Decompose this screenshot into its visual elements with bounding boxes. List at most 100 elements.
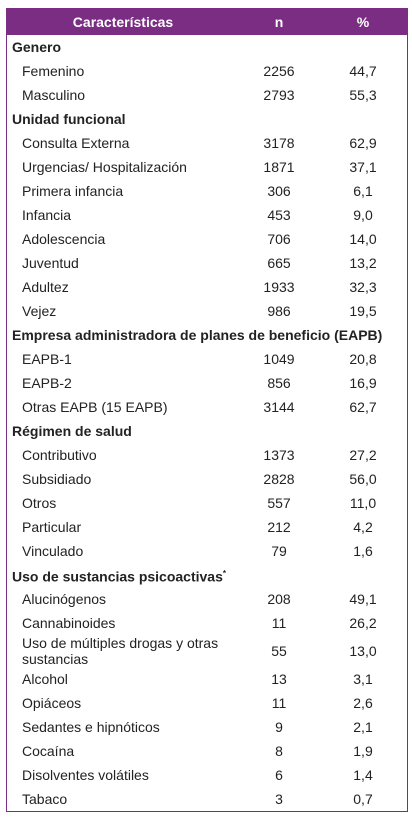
count-cell: 55	[271, 643, 287, 659]
percent-cell: 6,1	[353, 183, 373, 199]
percent-cell: 13,2	[349, 255, 377, 271]
percent-cell: 32,3	[349, 279, 377, 295]
item-label: Vejez	[22, 303, 57, 319]
count-cell: 986	[267, 303, 291, 319]
item-label: Sedantes e hipnóticos	[22, 719, 160, 735]
count-cell: 6	[275, 767, 283, 783]
count-cell: 11	[271, 615, 287, 631]
item-label: Subsidiado	[22, 471, 92, 487]
item-label: Adolescencia	[22, 231, 106, 247]
header-cell: %	[319, 9, 407, 35]
item-label: Vinculado	[22, 543, 84, 559]
percent-cell: 44,7	[349, 63, 377, 79]
data-row: EAPB-1 1049 20,8	[7, 347, 407, 371]
percent-cell: 1,6	[353, 543, 373, 559]
data-row: Alcohol 13 3,1	[7, 667, 407, 691]
data-row: Masculino 2793 55,3	[7, 83, 407, 107]
count-cell: 557	[267, 495, 291, 511]
item-label: Disolventes volátiles	[22, 767, 149, 783]
percent-cell: 26,2	[349, 615, 377, 631]
section-title: Régimen de salud	[12, 423, 132, 439]
footnote-mark: *	[222, 568, 226, 578]
item-label: Juventud	[22, 255, 79, 271]
item-label: Contributivo	[22, 447, 97, 463]
item-label: Particular	[22, 519, 82, 535]
section-title: Genero	[12, 39, 62, 55]
percent-cell: 11,0	[349, 495, 377, 511]
item-label: Primera infancia	[22, 183, 124, 199]
item-label: Urgencias/ Hospitalización	[22, 159, 187, 175]
item-label: Alcohol	[22, 671, 68, 687]
count-cell: 856	[267, 375, 291, 391]
count-cell: 11	[271, 695, 287, 711]
percent-cell: 16,9	[349, 375, 377, 391]
percent-cell: 2,6	[353, 695, 373, 711]
percent-cell: 37,1	[349, 159, 377, 175]
percent-cell: 0,7	[353, 791, 373, 807]
section-title-cell: Régimen de salud	[7, 419, 407, 443]
count-cell: 3144	[263, 399, 295, 415]
count-cell: 1373	[263, 447, 295, 463]
percent-cell: 19,5	[349, 303, 377, 319]
count-cell: 8	[275, 743, 283, 759]
percent-cell: 1,9	[353, 743, 373, 759]
section-title-cell: Genero	[7, 35, 407, 59]
section-row: Uso de sustancias psicoactivas*	[7, 563, 407, 587]
count-cell: 306	[267, 183, 291, 199]
item-label: Consulta Externa	[22, 135, 130, 151]
item-label: Otros	[22, 495, 57, 511]
count-cell: 79	[271, 543, 287, 559]
data-row: Uso de múltiples drogas y otras sustanci…	[7, 635, 407, 667]
section-title: Empresa administradora de planes de bene…	[12, 327, 383, 343]
item-label: Infancia	[22, 207, 72, 223]
count-cell: 1049	[263, 351, 295, 367]
percent-cell: 1,4	[353, 767, 373, 783]
data-row: Juventud 665 13,2	[7, 251, 407, 275]
data-table: Características n % Genero Femenino 2256 44…	[7, 9, 407, 811]
section-title: Uso de sustancias psicoactivas	[12, 568, 223, 585]
item-label: Uso de múltiples drogas y otras sustanci…	[22, 635, 219, 667]
item-label: Adultez	[22, 279, 69, 295]
count-cell: 665	[267, 255, 291, 271]
data-row: Cannabinoides 11 26,2	[7, 611, 407, 635]
section-row: Régimen de salud	[7, 419, 407, 443]
data-row: Particular 212 4,2	[7, 515, 407, 539]
section-row: Unidad funcional	[7, 107, 407, 131]
percent-cell: 27,2	[349, 447, 377, 463]
section-title: Unidad funcional	[12, 111, 126, 127]
data-row: Otros 557 11,0	[7, 491, 407, 515]
item-label: Tabaco	[22, 791, 68, 807]
percent-cell: 49,1	[349, 591, 377, 607]
item-label: Cannabinoides	[22, 615, 116, 631]
item-label: EAPB-1	[22, 351, 72, 367]
data-row: EAPB-2 856 16,9	[7, 371, 407, 395]
header-cell: Características	[7, 9, 239, 35]
data-row: Adolescencia 706 14,0	[7, 227, 407, 251]
count-cell: 3	[275, 791, 283, 807]
item-label: Alucinógenos	[22, 591, 107, 607]
data-row: Sedantes e hipnóticos 9 2,1	[7, 715, 407, 739]
section-title-cell: Empresa administradora de planes de bene…	[7, 323, 407, 347]
count-cell: 3178	[263, 135, 295, 151]
section-row: Empresa administradora de planes de bene…	[7, 323, 407, 347]
percent-cell: 20,8	[349, 351, 377, 367]
data-row: Adultez 1933 32,3	[7, 275, 407, 299]
section-row: Genero	[7, 35, 407, 59]
header-row: Características n %	[7, 9, 407, 35]
percent-cell: 13,0	[349, 643, 377, 659]
data-row: Femenino 2256 44,7	[7, 59, 407, 83]
item-label: Otras EAPB (15 EAPB)	[22, 399, 168, 415]
percent-cell: 62,7	[349, 399, 377, 415]
count-cell: 208	[267, 591, 291, 607]
item-label: Opiáceos	[22, 695, 82, 711]
table-body: Genero Femenino 2256 44,7 Masculino 2793 55,3 U…	[7, 35, 407, 811]
item-label: EAPB-2	[22, 375, 72, 391]
item-label: Femenino	[22, 63, 85, 79]
count-cell: 2828	[263, 471, 295, 487]
count-cell: 13	[271, 671, 287, 687]
table-frame: Características n % Genero Femenino 2256 44…	[6, 8, 408, 812]
data-row: Otras EAPB (15 EAPB) 3144 62,7	[7, 395, 407, 419]
data-row: Urgencias/ Hospitalización 1871 37,1	[7, 155, 407, 179]
percent-cell: 2,1	[353, 719, 373, 735]
data-row: Disolventes volátiles 6 1,4	[7, 763, 407, 787]
